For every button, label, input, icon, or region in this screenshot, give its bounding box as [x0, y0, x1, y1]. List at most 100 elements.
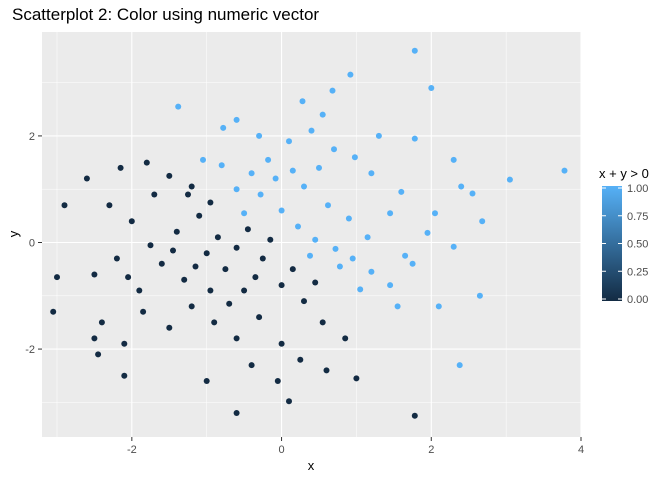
- data-point: [319, 111, 326, 118]
- data-point: [450, 243, 457, 250]
- data-point: [207, 287, 214, 294]
- data-point: [196, 212, 203, 219]
- data-point: [241, 287, 248, 294]
- data-point: [506, 176, 513, 183]
- data-point: [286, 138, 292, 145]
- data-point: [252, 274, 259, 281]
- data-point: [233, 410, 240, 416]
- data-point: [203, 378, 210, 384]
- data-point: [233, 186, 240, 193]
- data-point: [181, 276, 188, 283]
- data-point: [286, 398, 292, 405]
- data-point: [91, 335, 98, 342]
- data-point: [256, 314, 263, 321]
- data-point: [316, 164, 322, 171]
- legend-tick-label: 0.00: [627, 294, 648, 306]
- data-point: [83, 175, 90, 182]
- data-point: [364, 234, 371, 241]
- data-point: [357, 286, 364, 293]
- data-point: [267, 236, 274, 243]
- data-point: [170, 247, 176, 254]
- data-point: [301, 298, 307, 305]
- data-point: [166, 324, 173, 331]
- data-point: [173, 228, 180, 235]
- y-tick-label: 0: [29, 237, 35, 249]
- data-point: [220, 124, 227, 131]
- data-point: [244, 226, 251, 233]
- data-point: [331, 146, 337, 153]
- data-point: [143, 159, 150, 166]
- data-point: [203, 250, 210, 257]
- y-axis-ticks: -2 0 2: [25, 131, 42, 356]
- data-point: [278, 282, 285, 289]
- data-point: [200, 156, 206, 163]
- data-point: [398, 188, 405, 195]
- data-point: [394, 303, 401, 310]
- data-point: [248, 362, 255, 369]
- data-point: [387, 282, 394, 289]
- color-legend: x + y > 0 0.00 0.25 0.50 0.75 1.00: [599, 166, 649, 306]
- data-point: [295, 223, 301, 230]
- data-point: [188, 303, 195, 310]
- data-point: [121, 372, 128, 379]
- data-point: [435, 303, 442, 310]
- data-point: [61, 202, 68, 209]
- data-point: [432, 210, 438, 217]
- data-point: [158, 260, 165, 267]
- data-point: [272, 175, 279, 182]
- data-point: [411, 47, 418, 54]
- data-point: [106, 202, 113, 209]
- data-point: [257, 191, 264, 198]
- data-point: [50, 308, 57, 315]
- data-point: [278, 340, 285, 347]
- data-point: [125, 274, 132, 281]
- data-point: [98, 319, 105, 326]
- legend-title: x + y > 0: [599, 166, 649, 181]
- data-point: [329, 87, 336, 94]
- data-point: [147, 242, 154, 249]
- data-point: [353, 375, 360, 382]
- data-point: [136, 287, 143, 294]
- x-tick-label: 0: [278, 444, 284, 456]
- data-point: [336, 263, 343, 270]
- data-point: [233, 116, 240, 123]
- data-point: [233, 335, 240, 342]
- data-point: [121, 340, 128, 347]
- data-point: [319, 319, 326, 326]
- data-point: [289, 266, 296, 273]
- data-point: [95, 351, 102, 358]
- data-point: [218, 162, 225, 169]
- data-point: [248, 170, 255, 177]
- data-point: [259, 255, 266, 262]
- legend-tick-label: 0.50: [627, 239, 648, 251]
- x-tick-label: 4: [578, 444, 584, 456]
- legend-colorbar: [602, 186, 622, 301]
- data-point: [175, 103, 182, 110]
- data-point: [113, 255, 120, 262]
- data-point: [424, 229, 431, 236]
- y-axis-title: y: [6, 230, 21, 237]
- data-point: [345, 215, 352, 222]
- data-point: [128, 218, 135, 225]
- data-point: [476, 292, 483, 299]
- legend-tick-label: 1.00: [627, 183, 648, 195]
- data-point: [151, 191, 158, 198]
- data-point: [342, 335, 349, 342]
- data-point: [308, 127, 315, 134]
- data-point: [214, 234, 221, 241]
- data-point: [351, 154, 358, 161]
- legend-tick-label: 0.25: [627, 266, 648, 278]
- data-point: [233, 244, 240, 251]
- data-point: [274, 378, 281, 384]
- data-point: [256, 132, 263, 139]
- x-axis-title: x: [308, 458, 315, 473]
- data-point: [301, 183, 307, 190]
- legend-tick-label: 0.75: [627, 211, 648, 223]
- data-point: [479, 218, 486, 225]
- data-point: [411, 412, 418, 419]
- data-point: [192, 263, 199, 270]
- data-point: [561, 167, 568, 174]
- data-point: [375, 132, 382, 139]
- data-point: [409, 260, 416, 267]
